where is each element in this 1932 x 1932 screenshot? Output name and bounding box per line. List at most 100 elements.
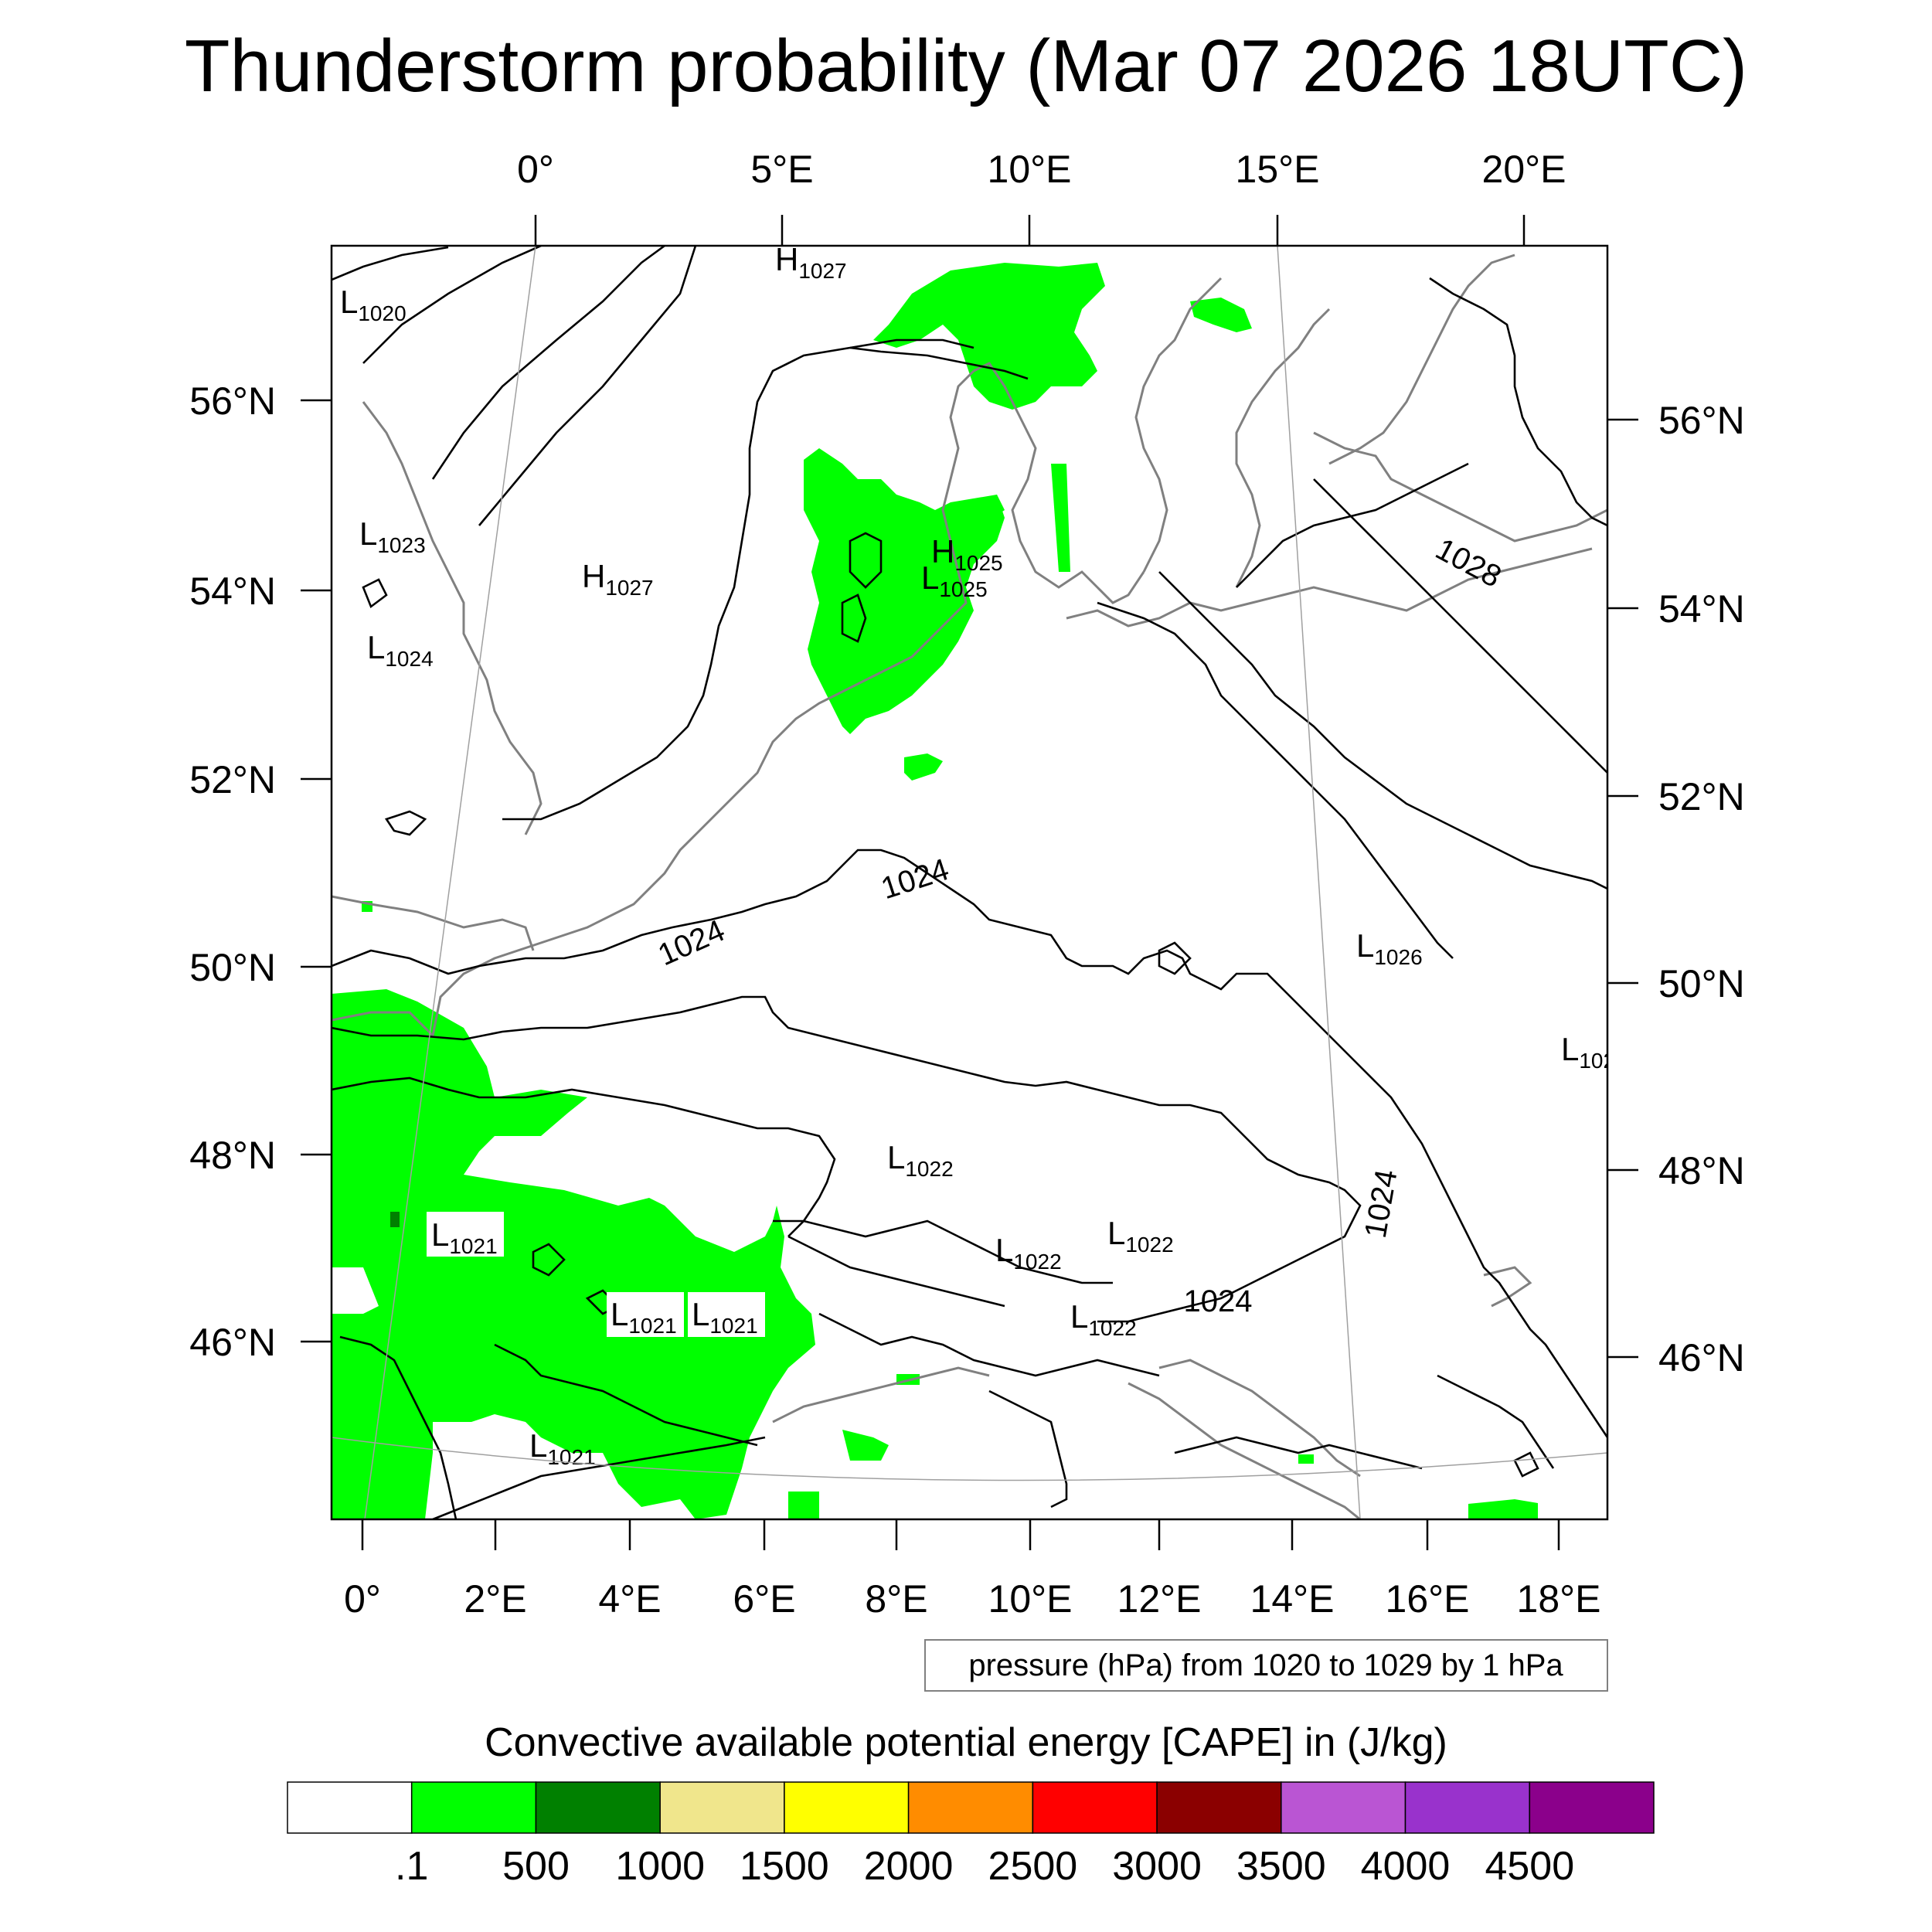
colorbar-label: 1000 bbox=[615, 1844, 705, 1889]
center-l102-edge: L102 bbox=[1561, 1031, 1615, 1073]
isobar-label-1024-d: 1024 bbox=[1184, 1284, 1253, 1318]
meridian-15e bbox=[1277, 246, 1361, 1519]
isobar-small-2 bbox=[841, 594, 867, 643]
colorbar-swatch bbox=[1529, 1781, 1655, 1834]
left-lat-label: 48°N bbox=[189, 1134, 276, 1177]
coast-uk-south bbox=[332, 895, 535, 951]
center-l1022-d: L1022 bbox=[1070, 1298, 1137, 1340]
map-frame bbox=[330, 244, 1609, 1521]
coast-adriatic-west bbox=[1128, 1382, 1361, 1519]
bottom-longitude-labels: 0° 2°E 4°E 6°E 8°E 10°E 12°E 14°E 16°E 1… bbox=[344, 1577, 1600, 1621]
center-l1021-a: L1021 bbox=[431, 1216, 498, 1258]
coast-baltic-east bbox=[1235, 308, 1331, 588]
bottom-lon-label: 4°E bbox=[598, 1577, 661, 1621]
center-l1021-c: L1021 bbox=[692, 1296, 758, 1338]
colorbar-labels: .1 500 1000 1500 2000 2500 3000 3500 4000 4500 bbox=[395, 1844, 1574, 1889]
right-lat-label: 54°N bbox=[1658, 587, 1745, 631]
colorbar-label: 2500 bbox=[988, 1844, 1078, 1889]
center-l1023: L1023 bbox=[359, 515, 426, 557]
top-lon-label: 15°E bbox=[1236, 148, 1320, 191]
top-lon-label: 20°E bbox=[1482, 148, 1566, 191]
cape-area-france-south bbox=[332, 1267, 379, 1314]
center-h1025: H1025 bbox=[931, 533, 1003, 575]
cape-area-baltic bbox=[1190, 298, 1252, 332]
colorbar bbox=[287, 1781, 1655, 1834]
right-lat-label: 56°N bbox=[1658, 399, 1745, 442]
right-latitude-labels: 56°N 54°N 52°N 50°N 48°N 46°N bbox=[1658, 399, 1745, 1379]
bottom-lon-label: 2°E bbox=[464, 1577, 526, 1621]
cape-area-balkan bbox=[1468, 1499, 1538, 1519]
colorbar-label: 3500 bbox=[1236, 1844, 1326, 1889]
colorbar-label: 4000 bbox=[1361, 1844, 1451, 1889]
isobar-label-1024-b: 1024 bbox=[877, 852, 953, 906]
isobar-1021-b bbox=[494, 1343, 758, 1447]
center-l1024: L1024 bbox=[367, 629, 434, 671]
coast-sweden bbox=[1134, 277, 1223, 573]
isobar-1024-a bbox=[332, 849, 1607, 1438]
center-l1020: L1020 bbox=[340, 284, 406, 325]
cape-spot-alps-2 bbox=[1298, 1454, 1314, 1464]
right-lat-label: 48°N bbox=[1658, 1149, 1745, 1192]
left-lat-label: 50°N bbox=[189, 946, 276, 989]
colorbar-label: 2000 bbox=[864, 1844, 954, 1889]
bottom-lon-label: 6°E bbox=[733, 1577, 795, 1621]
center-l1021-d: L1021 bbox=[529, 1427, 596, 1469]
bottom-lon-label: 10°E bbox=[988, 1577, 1073, 1621]
isobar-label-1028: 1028 bbox=[1430, 532, 1506, 594]
colorbar-swatch bbox=[1032, 1781, 1158, 1834]
left-lat-label: 54°N bbox=[189, 570, 276, 613]
cape-area-italy-small bbox=[788, 1492, 819, 1519]
center-l1021-b: L1021 bbox=[611, 1296, 677, 1338]
cape-area-spot-2 bbox=[951, 495, 1005, 526]
isobar-small-3 bbox=[384, 810, 427, 836]
isobar-south-1 bbox=[432, 1436, 766, 1519]
center-l1022-b: L1022 bbox=[995, 1232, 1062, 1274]
center-l1025: L1025 bbox=[921, 560, 988, 601]
colorbar-label: 4500 bbox=[1485, 1844, 1574, 1889]
isobar-east-1 bbox=[1097, 601, 1454, 959]
isobar-label-1024-a: 1024 bbox=[653, 913, 730, 972]
coastlines bbox=[332, 253, 1607, 1519]
colorbar-swatch bbox=[907, 1781, 1034, 1834]
coast-baltic-south bbox=[1066, 547, 1593, 628]
isobar-small-4 bbox=[362, 578, 388, 609]
coast-adriatic-east bbox=[1158, 1359, 1361, 1478]
center-l1022-c: L1022 bbox=[1107, 1215, 1174, 1257]
center-l1026: L1026 bbox=[1356, 927, 1423, 969]
colorbar-swatch bbox=[1281, 1781, 1406, 1834]
left-lat-label: 56°N bbox=[189, 379, 276, 423]
coast-estonia bbox=[1313, 431, 1607, 543]
right-lat-label: 52°N bbox=[1658, 775, 1745, 818]
isobar-2 bbox=[362, 246, 542, 364]
left-lat-label: 46°N bbox=[189, 1321, 276, 1364]
left-latitude-labels: 56°N 54°N 52°N 50°N 48°N 46°N bbox=[189, 379, 276, 1364]
colorbar-title: Convective available potential energy [C… bbox=[485, 1720, 1447, 1765]
meridian-0 bbox=[364, 246, 536, 1519]
cape-area-denmark-north bbox=[873, 263, 1105, 410]
isobar-east-2 bbox=[1158, 571, 1607, 890]
center-h1027-north: H1027 bbox=[775, 241, 847, 283]
isobar-h1027 bbox=[502, 338, 975, 821]
cape-area-north-sea bbox=[804, 448, 1005, 734]
map-panel: L1020 H1027 L1023 H1027 L1024 H1025 L102… bbox=[332, 241, 1615, 1519]
isobar-1024-c bbox=[332, 1077, 836, 1237]
colorbar-swatch bbox=[659, 1781, 785, 1834]
cape-area-adriatic bbox=[842, 1430, 889, 1461]
isobar-alps-1 bbox=[787, 1235, 1005, 1308]
bottom-lon-label: 16°E bbox=[1386, 1577, 1470, 1621]
right-lat-label: 50°N bbox=[1658, 962, 1745, 1005]
isobar-labels: 1024 1024 1028 1024 1024 bbox=[653, 532, 1507, 1318]
colorbar-swatch bbox=[410, 1781, 537, 1834]
isobar-1024-b bbox=[332, 995, 1362, 1323]
top-lon-label: 0° bbox=[517, 148, 554, 191]
top-lon-label: 5°E bbox=[750, 148, 813, 191]
bottom-lon-label: 8°E bbox=[865, 1577, 927, 1621]
isobar-south-3 bbox=[1174, 1436, 1423, 1470]
cape-area-spot-1 bbox=[904, 753, 943, 781]
coast-uk-east bbox=[362, 401, 543, 835]
colorbar-label: 1500 bbox=[740, 1844, 829, 1889]
isobar-small-8 bbox=[1513, 1451, 1539, 1478]
colorbar-swatch bbox=[1156, 1781, 1282, 1834]
bottom-lon-label: 14°E bbox=[1250, 1577, 1335, 1621]
right-lat-label: 46°N bbox=[1658, 1336, 1745, 1379]
